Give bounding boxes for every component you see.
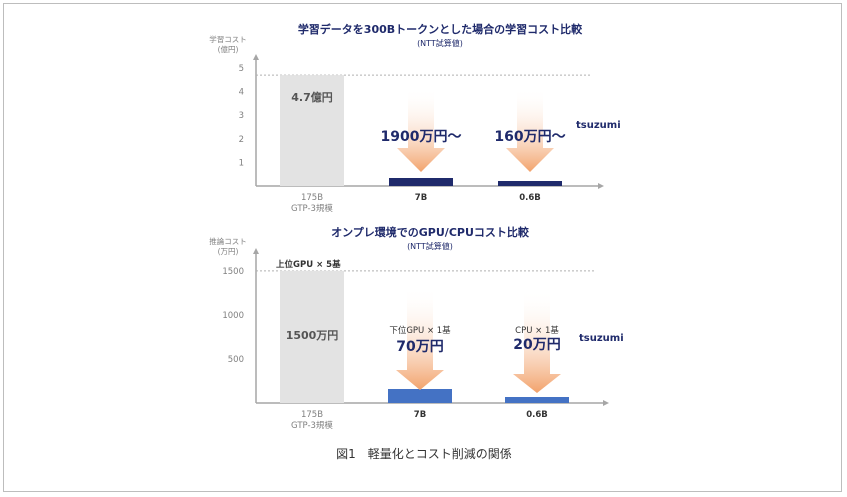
bar-model — [505, 397, 569, 403]
tsuzumi-logo-label: tsuzumi — [576, 120, 621, 131]
down-arrow — [506, 88, 554, 172]
data-label: 70万円 — [396, 339, 443, 355]
figure-caption: 図1 軽量化とコスト削減の関係 — [336, 446, 512, 461]
x-tick-label: GTP-3規模 — [291, 203, 333, 214]
down-arrow — [396, 287, 444, 390]
reference-label: 上位GPU × 5基 — [276, 259, 341, 270]
y-tick-label: 500 — [228, 355, 244, 365]
down-arrow — [513, 290, 561, 393]
bar-model — [498, 181, 562, 186]
y-tick-label: 1 — [239, 158, 244, 168]
x-tick-label: 7B — [414, 410, 426, 420]
y-tick-label: 5 — [239, 64, 244, 74]
x-tick-label: 0.6B — [519, 193, 541, 203]
down-arrow — [397, 88, 445, 172]
bar-model — [389, 178, 453, 186]
data-label: 1900万円〜 — [381, 129, 462, 145]
bar-model — [388, 389, 452, 403]
y-tick-label: 1500 — [222, 267, 244, 277]
y-tick-label: 4 — [239, 88, 244, 98]
x-axis-arrow — [603, 400, 609, 406]
x-tick-label: 0.6B — [526, 410, 548, 420]
hardware-label: 下位GPU × 1基 — [389, 325, 451, 336]
y-tick-label: 1000 — [222, 311, 244, 321]
bar-baseline — [280, 270, 344, 403]
x-tick-label: 175B — [301, 193, 323, 203]
y-axis-arrow — [253, 248, 259, 254]
x-axis-arrow — [598, 183, 604, 189]
y-tick-label: 2 — [239, 135, 244, 145]
hardware-label: CPU × 1基 — [515, 325, 559, 336]
bar-baseline — [280, 75, 344, 186]
chart1-ylabel: 学習コスト(億円) — [209, 34, 247, 54]
x-tick-label: 175B — [301, 410, 323, 420]
y-axis-arrow — [253, 54, 259, 60]
figure-frame — [3, 3, 842, 492]
data-label-baseline: 4.7億円 — [291, 90, 333, 104]
chart2-subtitle: (NTT試算値) — [407, 241, 453, 251]
x-tick-label: 7B — [415, 193, 427, 203]
y-tick-label: 3 — [239, 111, 244, 121]
x-tick-label: GTP-3規模 — [291, 420, 333, 431]
chart2-title: オンプレ環境でのGPU/CPUコスト比較 — [331, 225, 530, 239]
chart1-subtitle: (NTT試算値) — [417, 38, 463, 48]
tsuzumi-logo-label: tsuzumi — [579, 333, 624, 344]
chart2-ylabel: 推論コスト(万円) — [209, 236, 247, 256]
data-label: 160万円〜 — [494, 129, 565, 145]
data-label-baseline: 1500万円 — [286, 329, 339, 342]
data-label: 20万円 — [513, 337, 560, 353]
chart1-title: 学習データを300Bトークンとした場合の学習コスト比較 — [298, 22, 583, 36]
